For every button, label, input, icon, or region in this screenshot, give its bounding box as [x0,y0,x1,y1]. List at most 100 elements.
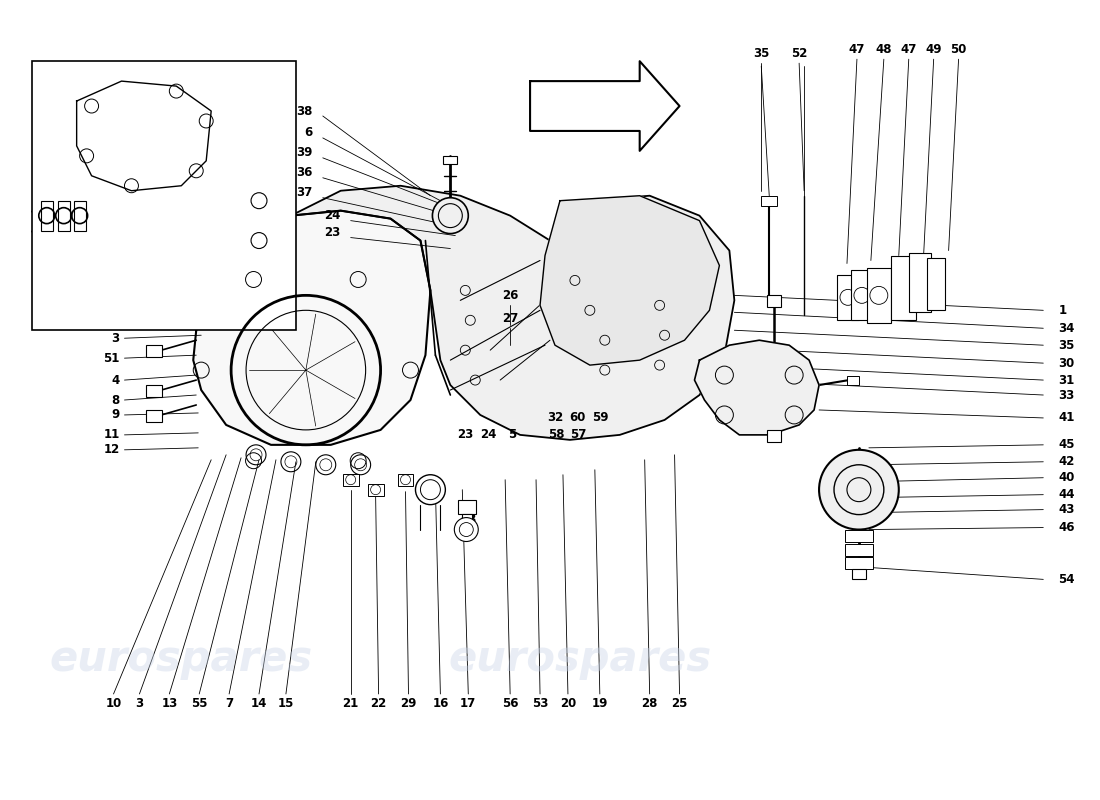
Text: 33: 33 [1058,389,1075,402]
Text: eurospares: eurospares [50,638,312,680]
Polygon shape [290,186,735,440]
Text: 26: 26 [502,289,518,302]
Bar [851,270,873,320]
Text: 8: 8 [111,394,120,406]
Bar [867,269,891,323]
Text: 43: 43 [1058,503,1075,516]
Text: 50: 50 [950,42,967,56]
Text: 23: 23 [458,428,473,442]
Bar [845,530,873,542]
Polygon shape [694,340,820,435]
Bar [845,545,873,557]
Text: 44: 44 [1058,488,1075,501]
Text: 42: 42 [1058,455,1075,468]
Bar [146,345,163,357]
Bar [926,258,945,310]
Bar [146,410,163,422]
Bar [845,558,873,570]
Text: 17: 17 [460,698,476,710]
Text: 10: 10 [106,698,122,710]
Text: 4: 4 [111,374,120,386]
Text: 27: 27 [502,312,518,325]
Text: 61: 61 [48,304,65,317]
Bar [443,156,458,164]
Text: 19: 19 [592,698,608,710]
Text: 3: 3 [135,698,143,710]
Text: 47: 47 [901,42,917,56]
Circle shape [432,198,469,234]
Text: 62: 62 [84,304,100,317]
Text: 37: 37 [297,186,312,199]
Text: 57: 57 [570,428,586,442]
Text: 22: 22 [371,698,387,710]
Text: 12: 12 [103,443,120,456]
Text: 21: 21 [342,698,359,710]
Bar [32,61,296,330]
Text: 18: 18 [188,304,205,317]
Text: 13: 13 [162,698,177,710]
Text: 54: 54 [1058,573,1075,586]
Bar [57,201,69,230]
Text: 49: 49 [925,42,942,56]
Text: 7: 7 [226,698,233,710]
Text: 45: 45 [1058,438,1075,451]
Text: 56: 56 [502,698,518,710]
Bar [74,201,86,230]
Text: 20: 20 [560,698,576,710]
Bar [767,430,781,442]
Bar [767,295,781,307]
Text: 25: 25 [103,289,120,302]
Text: 25: 25 [671,698,688,710]
Text: 35: 35 [1058,338,1075,352]
Text: 51: 51 [103,352,120,365]
Bar [761,196,778,206]
Bar [459,500,476,514]
Text: 60: 60 [570,411,586,425]
Text: 40: 40 [1058,471,1075,484]
Circle shape [454,518,478,542]
Text: 55: 55 [191,698,208,710]
Text: 6: 6 [305,126,312,139]
Text: 23: 23 [324,226,341,239]
Text: 48: 48 [876,42,892,56]
Text: 39: 39 [297,146,312,159]
Text: 2: 2 [118,304,125,317]
Text: 46: 46 [1058,521,1075,534]
Text: 29: 29 [400,698,417,710]
Text: 34: 34 [1058,322,1075,334]
Text: 32: 32 [547,411,563,425]
Text: 3: 3 [111,332,120,345]
Text: 58: 58 [548,428,564,442]
Text: 24: 24 [480,428,496,442]
Text: 2: 2 [111,312,120,325]
Bar [343,474,359,486]
Text: 41: 41 [1058,411,1075,425]
Text: eurospares: eurospares [449,638,712,680]
Bar [462,514,472,530]
Text: 28: 28 [641,698,658,710]
Text: 47: 47 [849,42,865,56]
Text: 16: 16 [432,698,449,710]
Text: 5: 5 [508,428,516,442]
Bar [847,376,859,385]
Bar [41,201,53,230]
Text: 9: 9 [111,409,120,422]
Polygon shape [194,210,430,445]
Bar [891,255,915,320]
Text: 35: 35 [754,46,770,60]
Bar [851,570,866,579]
Text: 38: 38 [297,105,312,118]
Text: 53: 53 [531,698,548,710]
Circle shape [416,474,446,505]
Bar [909,253,931,312]
Polygon shape [530,61,680,151]
Circle shape [820,450,899,530]
Text: 24: 24 [324,209,341,222]
Text: 15: 15 [277,698,294,710]
Text: 30: 30 [1058,357,1075,370]
Bar [837,275,859,320]
Text: 31: 31 [1058,374,1075,386]
Polygon shape [540,196,719,365]
Text: 52: 52 [791,46,807,60]
Text: 1: 1 [1058,304,1066,317]
